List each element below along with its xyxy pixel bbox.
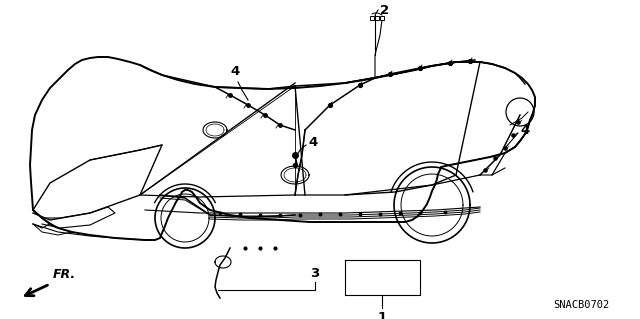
Bar: [370, 16, 374, 20]
Bar: [375, 16, 379, 20]
Text: 1: 1: [378, 311, 387, 319]
Text: 3: 3: [310, 267, 319, 280]
Text: SNACB0702: SNACB0702: [554, 300, 610, 310]
Text: FR.: FR.: [53, 268, 76, 281]
Text: 4: 4: [520, 123, 529, 137]
Text: 4: 4: [230, 65, 239, 78]
Text: 2: 2: [380, 4, 389, 17]
Text: 4: 4: [308, 137, 317, 150]
Bar: [380, 16, 384, 20]
